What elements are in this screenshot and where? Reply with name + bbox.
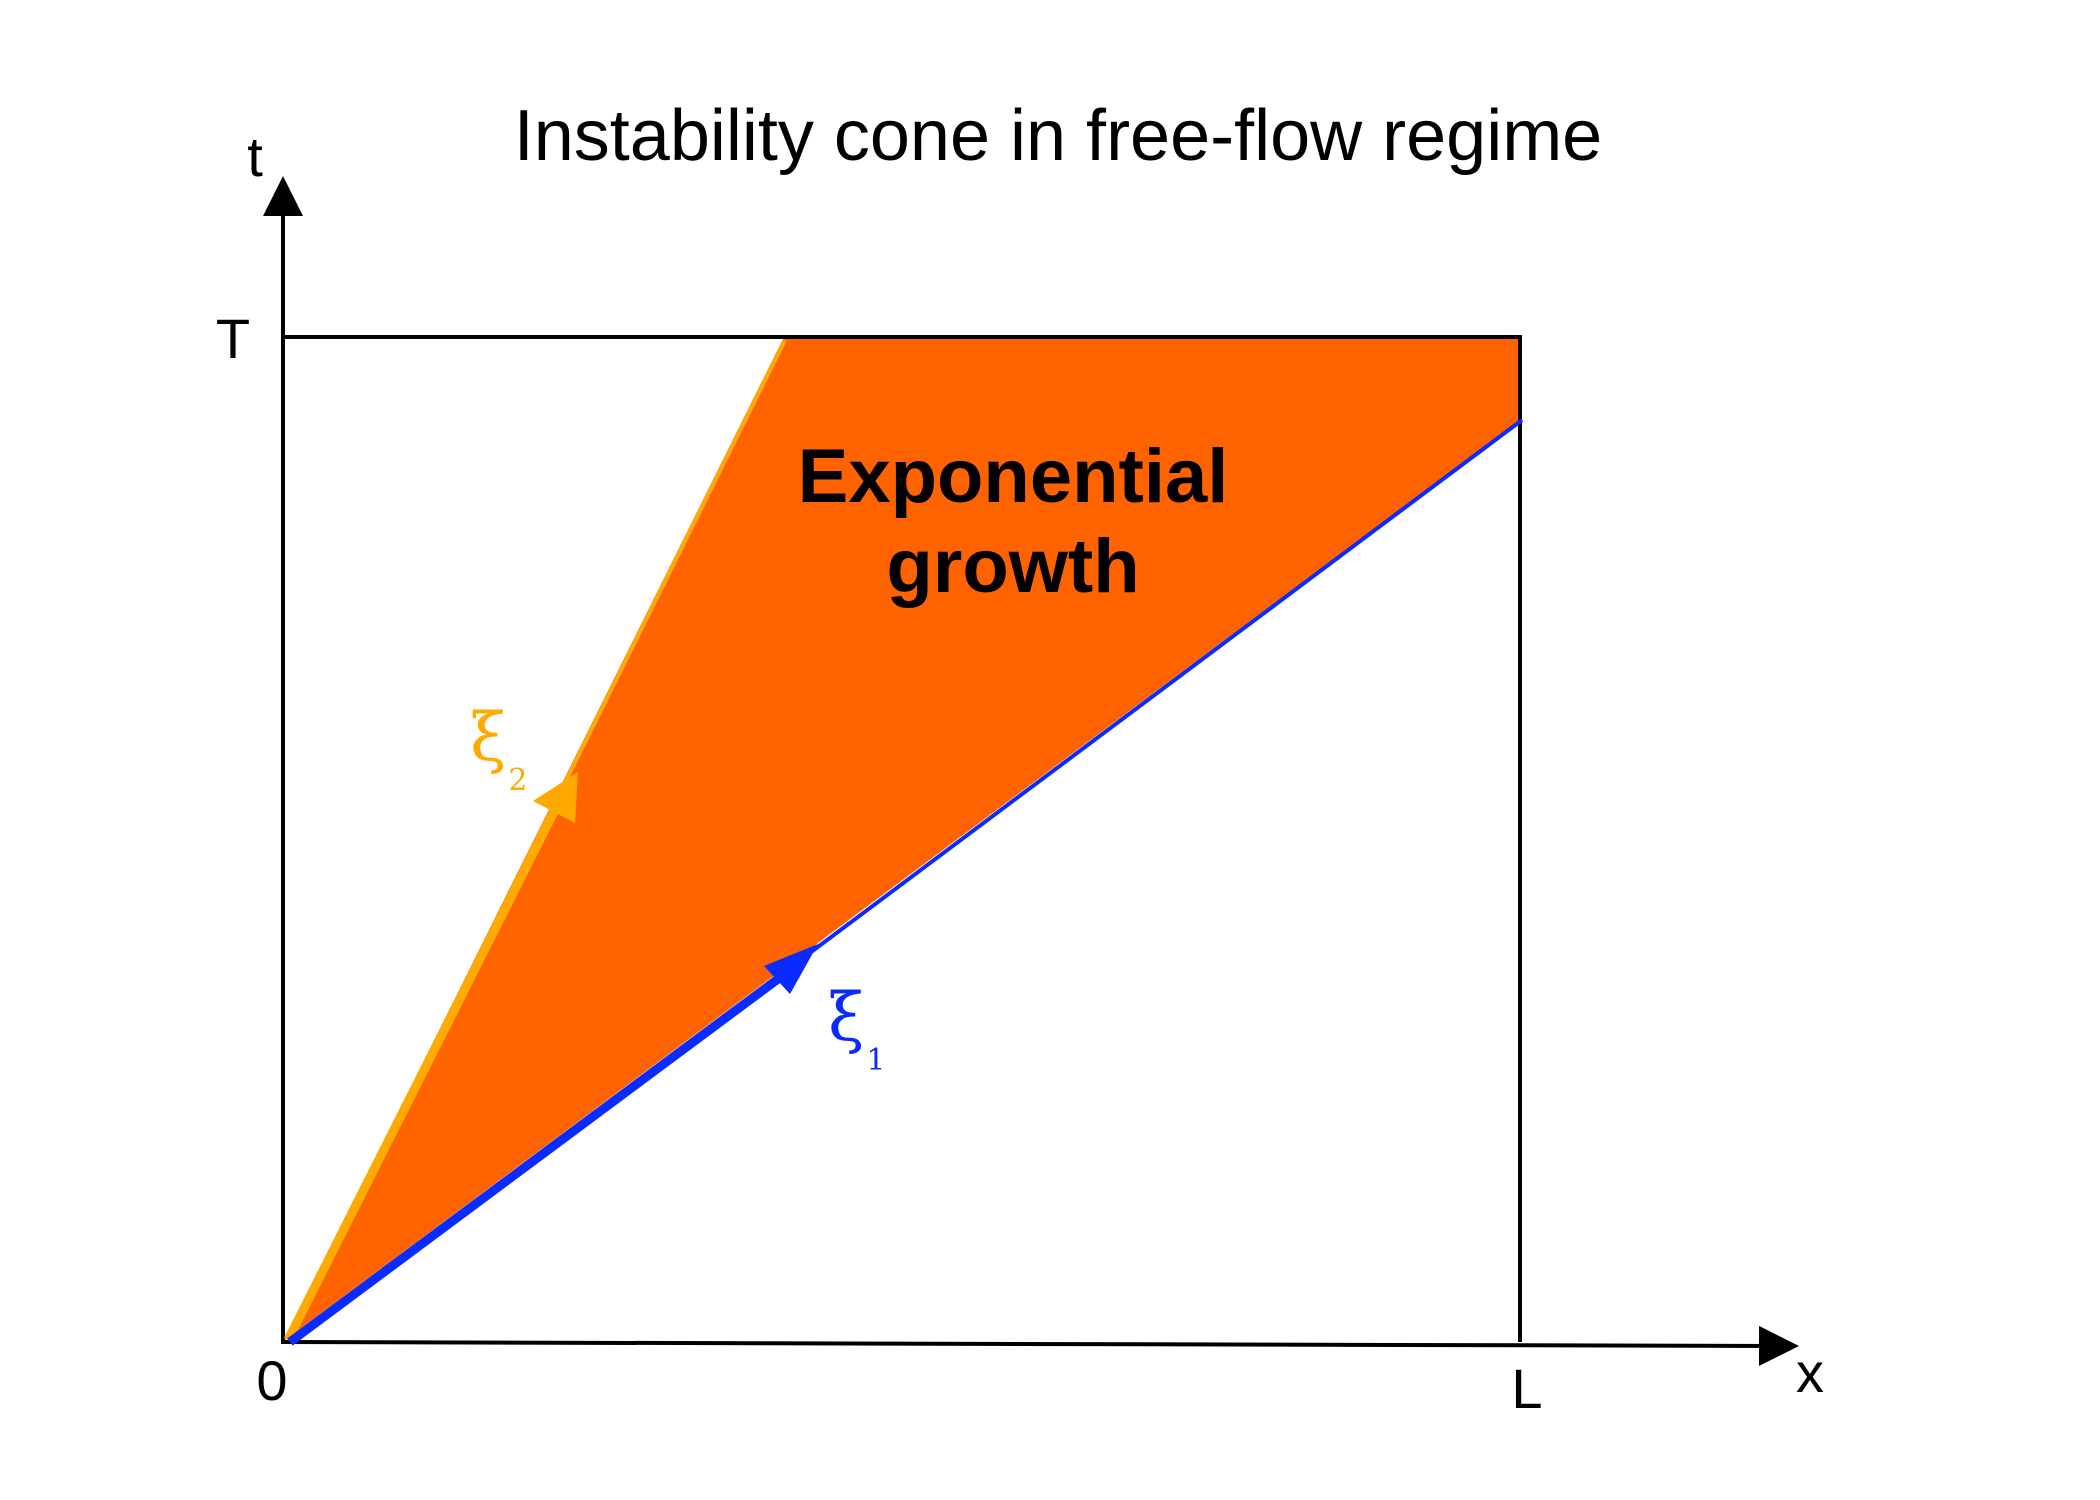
xi2-label: ξ2 bbox=[470, 699, 527, 798]
origin-label: 0 bbox=[256, 1349, 287, 1412]
xi1-subscript: 1 bbox=[866, 1043, 885, 1078]
diagram-title: Instability cone in free-flow regime bbox=[514, 96, 1602, 176]
x-max-label: L bbox=[1511, 1357, 1542, 1420]
characteristic-xi2-arrowhead bbox=[533, 772, 578, 823]
xi1-symbol: ξ bbox=[828, 979, 864, 1056]
t-max-label: T bbox=[216, 307, 250, 370]
region-label-line1: Exponential bbox=[798, 434, 1229, 519]
region-label-line2: growth bbox=[886, 524, 1139, 609]
characteristic-xi1-thick bbox=[287, 966, 793, 1346]
t-axis-label: t bbox=[247, 125, 263, 188]
exponential-growth-region bbox=[285, 339, 1520, 1340]
characteristic-xi1-arrowhead bbox=[764, 944, 818, 994]
x-axis-label: x bbox=[1796, 1341, 1824, 1404]
characteristic-xi2-thick bbox=[283, 797, 565, 1343]
x-axis bbox=[280, 1325, 1799, 1366]
xi2-symbol: ξ bbox=[470, 699, 506, 776]
xi2-subscript: 2 bbox=[508, 763, 527, 798]
xi1-label: ξ1 bbox=[828, 979, 885, 1078]
